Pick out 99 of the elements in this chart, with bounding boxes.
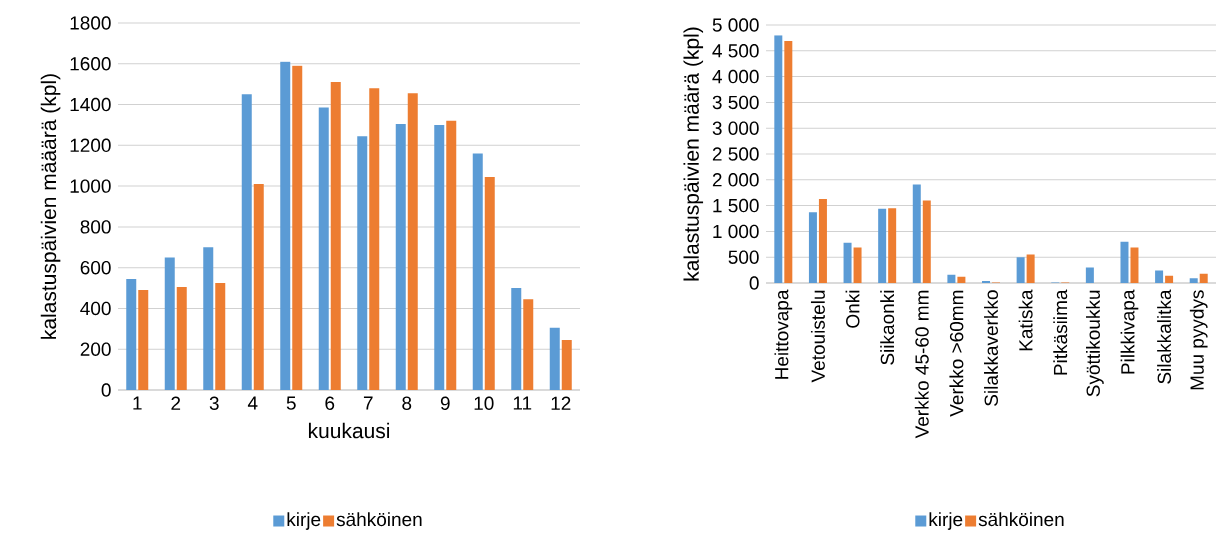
y-tick-label: 1800	[70, 16, 111, 30]
x-tick-label: 3	[209, 396, 219, 410]
legend-label: sähköinen	[978, 512, 1064, 527]
y-tick-label: 200	[80, 342, 111, 356]
x-tick-label: Pitkäsiima	[1053, 289, 1068, 375]
bar	[774, 35, 783, 283]
bar	[912, 184, 921, 283]
x-tick-label: Verkko >60mm	[949, 290, 964, 417]
legend-label: kirje	[287, 512, 321, 530]
y-tick-label: 500	[728, 250, 759, 264]
bar	[1026, 254, 1035, 283]
bar	[808, 212, 817, 283]
x-tick-label: 2	[171, 396, 181, 410]
bar	[446, 120, 457, 390]
x-tick-label: Syöttikoukku	[1086, 290, 1104, 397]
bar	[511, 288, 522, 390]
x-tick-label: Siikaonki	[880, 290, 895, 365]
x-axis-title: kuukausi	[308, 422, 390, 439]
bar	[561, 340, 572, 390]
x-tick-label: Silakkalitka	[1157, 289, 1172, 384]
x-tick-label: 6	[325, 396, 335, 410]
y-tick-label: 4 000	[712, 69, 759, 84]
bar	[318, 107, 329, 390]
bar	[280, 61, 291, 390]
bar	[922, 200, 931, 283]
bar	[784, 41, 793, 283]
x-tick-label: 10	[474, 396, 494, 410]
bar	[1189, 278, 1198, 283]
bar	[1155, 270, 1164, 283]
bar	[982, 280, 991, 283]
y-axis-title: kalastuspäivien määrä (kpl)	[683, 27, 704, 281]
y-axis-title: kalastuspäivien määärä (kpl)	[40, 74, 61, 339]
bar	[1130, 247, 1139, 283]
bar	[1085, 267, 1094, 283]
bar	[138, 290, 149, 390]
bar	[369, 88, 380, 390]
x-tick-label: 1	[133, 396, 142, 410]
x-tick-label: 12	[551, 396, 571, 410]
y-tick-label: 1600	[70, 57, 111, 71]
bar	[241, 94, 252, 390]
bar	[523, 299, 534, 390]
y-tick-label: 400	[80, 301, 111, 316]
y-tick-label: 1200	[70, 138, 111, 153]
y-tick-label: 800	[80, 220, 111, 234]
x-tick-label: 11	[513, 396, 532, 410]
legend-label: kirje	[929, 512, 963, 530]
y-tick-label: 3 000	[712, 121, 759, 135]
y-tick-label: 600	[80, 260, 111, 275]
x-tick-label: 7	[363, 396, 373, 410]
x-tick-label: Verkko 45-60 mm	[914, 290, 929, 439]
bar	[434, 124, 445, 390]
y-tick-label: 2 000	[712, 173, 759, 187]
bar	[878, 208, 887, 283]
y-tick-label: 1000	[70, 179, 111, 193]
y-tick-label: 2 500	[712, 147, 759, 161]
bar	[1120, 241, 1129, 283]
bar	[330, 82, 341, 390]
bar	[484, 176, 495, 390]
x-tick-label: 8	[402, 396, 412, 410]
bar	[1165, 275, 1174, 283]
x-tick-label: 9	[440, 396, 450, 410]
bar	[818, 198, 827, 283]
bar	[947, 274, 956, 283]
y-tick-label: 0	[101, 383, 111, 397]
bar	[853, 247, 862, 283]
y-tick-label: 0	[749, 276, 759, 290]
bar	[126, 278, 137, 390]
y-tick-label: 5 000	[712, 18, 759, 32]
y-tick-label: 3 500	[712, 95, 759, 110]
bar	[407, 93, 418, 390]
x-tick-label: Pilkkivapa	[1120, 289, 1139, 374]
bar	[215, 282, 226, 390]
bar	[203, 247, 214, 390]
x-tick-label: Vetouistelu	[810, 290, 825, 383]
y-tick-label: 1400	[70, 97, 111, 112]
bar	[395, 123, 406, 390]
x-tick-label: Heittovapa	[774, 289, 793, 379]
x-tick-label: 5	[286, 396, 296, 410]
bar	[549, 327, 560, 390]
y-tick-label: 1 000	[713, 224, 759, 239]
bar	[843, 242, 852, 283]
x-tick-label: Katiska	[1018, 289, 1033, 351]
bar	[357, 136, 368, 390]
legend-label: sähköinen	[336, 512, 422, 527]
bar	[472, 153, 483, 390]
bar	[957, 276, 966, 283]
bar	[888, 208, 897, 283]
bar	[1016, 257, 1025, 283]
x-tick-label: Onki	[845, 290, 860, 328]
x-tick-label: Silakkaverkko	[984, 290, 998, 406]
bar	[176, 287, 187, 390]
y-tick-label: 1 500	[713, 198, 759, 213]
bar	[164, 257, 175, 390]
x-tick-label: Muu pyydys	[1189, 290, 1208, 390]
y-tick-label: 4 500	[712, 44, 759, 58]
x-tick-label: 4	[247, 396, 258, 410]
bar	[1199, 273, 1208, 283]
bar	[253, 184, 264, 390]
bar	[292, 65, 303, 390]
